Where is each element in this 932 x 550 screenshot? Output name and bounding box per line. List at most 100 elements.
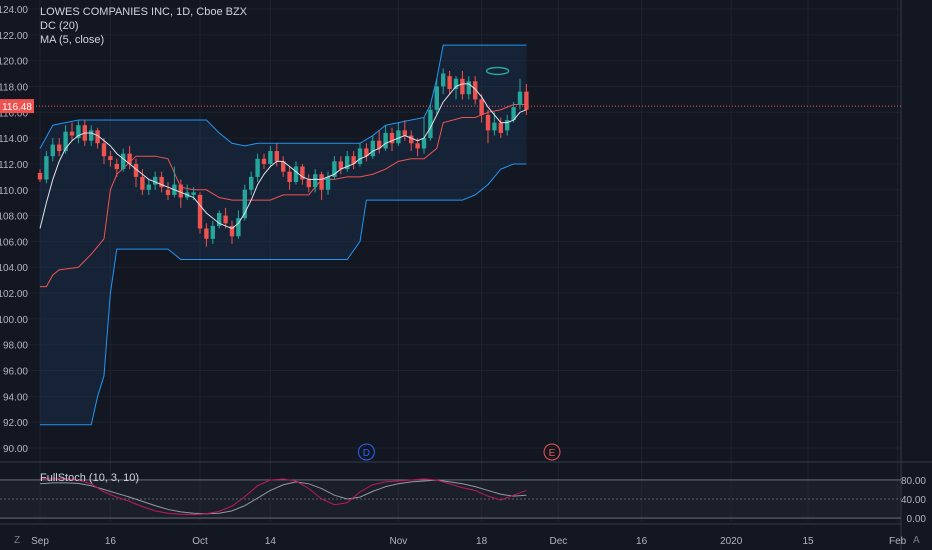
candle-body: [178, 184, 183, 198]
candle-body: [197, 194, 203, 229]
candle: [255, 153, 260, 183]
candle: [293, 161, 299, 185]
candle: [57, 138, 62, 157]
candle-body: [121, 153, 126, 170]
time-tick-label: 18: [476, 536, 488, 547]
candle-body: [140, 176, 145, 190]
time-tick-label: Nov: [390, 536, 408, 547]
candle: [345, 151, 350, 172]
candle-body: [37, 172, 43, 180]
candle-body: [76, 125, 81, 139]
candle: [511, 101, 516, 123]
candle-body: [217, 213, 222, 226]
candle-body: [101, 143, 107, 157]
candle-body: [44, 156, 49, 180]
candle-body: [447, 76, 452, 90]
ma-indicator-label[interactable]: MA (5, close): [40, 34, 105, 46]
candle: [217, 210, 222, 229]
candle: [268, 145, 273, 167]
candle-body: [69, 131, 75, 136]
time-tick-label: 16: [105, 536, 117, 547]
candle: [69, 122, 75, 141]
price-tick-label: 114.00: [0, 134, 28, 145]
candle-body: [428, 109, 433, 139]
candle: [370, 135, 375, 159]
candle: [95, 127, 100, 149]
candle-body: [332, 161, 337, 177]
price-tick-label: 98.00: [3, 341, 28, 352]
stoch-tick-label: 80.00: [901, 476, 926, 487]
last-price-badge: [0, 99, 34, 114]
stoch-d-line: [39, 479, 527, 515]
candle: [261, 153, 267, 170]
stoch-indicator-label[interactable]: FullStoch (10, 3, 10): [40, 472, 140, 484]
candle: [37, 169, 43, 183]
candle: [76, 120, 81, 144]
candle: [453, 76, 459, 100]
stoch-tick-label: 0.00: [907, 514, 927, 525]
candle-body: [191, 192, 196, 195]
donchian-upper-line: [39, 44, 527, 149]
candle: [396, 122, 401, 146]
candle: [108, 151, 113, 167]
candle: [402, 120, 407, 141]
candle: [153, 171, 158, 190]
candle: [492, 112, 497, 136]
candle-body: [204, 228, 209, 239]
dividend-marker: [357, 443, 375, 461]
time-tick-label: Feb: [889, 536, 907, 547]
candle: [165, 182, 171, 201]
price-tick-label: 118.00: [0, 82, 28, 93]
candle-body: [95, 130, 100, 144]
candle-body: [383, 132, 388, 149]
candle-body: [255, 158, 260, 177]
candle-body: [300, 166, 305, 180]
donchian-basis-line: [40, 104, 527, 288]
candle: [466, 76, 471, 100]
candle-body: [249, 176, 254, 190]
candle-body: [287, 171, 292, 183]
candle-body: [57, 144, 62, 152]
candle: [50, 138, 55, 162]
candle-body: [473, 81, 478, 100]
candle-body: [325, 176, 331, 190]
candle-body: [492, 122, 497, 131]
auto-scale-button[interactable]: A: [913, 535, 920, 546]
candle: [210, 220, 215, 244]
candle: [389, 127, 395, 152]
candle: [517, 78, 523, 110]
candle-body: [223, 215, 228, 224]
price-tick-label: 112.00: [0, 160, 28, 171]
candle-body: [146, 184, 151, 190]
candle-body: [153, 176, 158, 185]
candle: [146, 179, 151, 195]
candle-body: [261, 158, 267, 164]
dc-indicator-label[interactable]: DC (20): [40, 20, 79, 32]
time-tick-label: 15: [802, 536, 814, 547]
candle-body: [338, 161, 343, 170]
candle: [287, 166, 292, 190]
zoom-button[interactable]: Z: [14, 535, 21, 546]
ellipse-drawing: [485, 66, 510, 76]
candle-body: [485, 114, 491, 131]
price-tick-label: 110.00: [0, 186, 28, 197]
time-tick-label: Oct: [192, 536, 208, 547]
price-tick-label: 120.00: [0, 57, 28, 68]
price-tick-label: 102.00: [0, 289, 28, 300]
candle-body: [357, 148, 363, 164]
candle: [364, 143, 369, 162]
candle: [249, 171, 254, 195]
candle-body: [293, 166, 299, 183]
candle: [242, 184, 247, 221]
candle: [44, 151, 49, 184]
candle: [505, 114, 510, 136]
price-tick-label: 108.00: [0, 212, 28, 223]
candle: [313, 169, 318, 193]
candle-body: [159, 176, 164, 188]
candle-body: [415, 143, 420, 149]
candle-body: [281, 161, 286, 172]
candle: [127, 145, 132, 170]
candle-body: [236, 218, 241, 237]
